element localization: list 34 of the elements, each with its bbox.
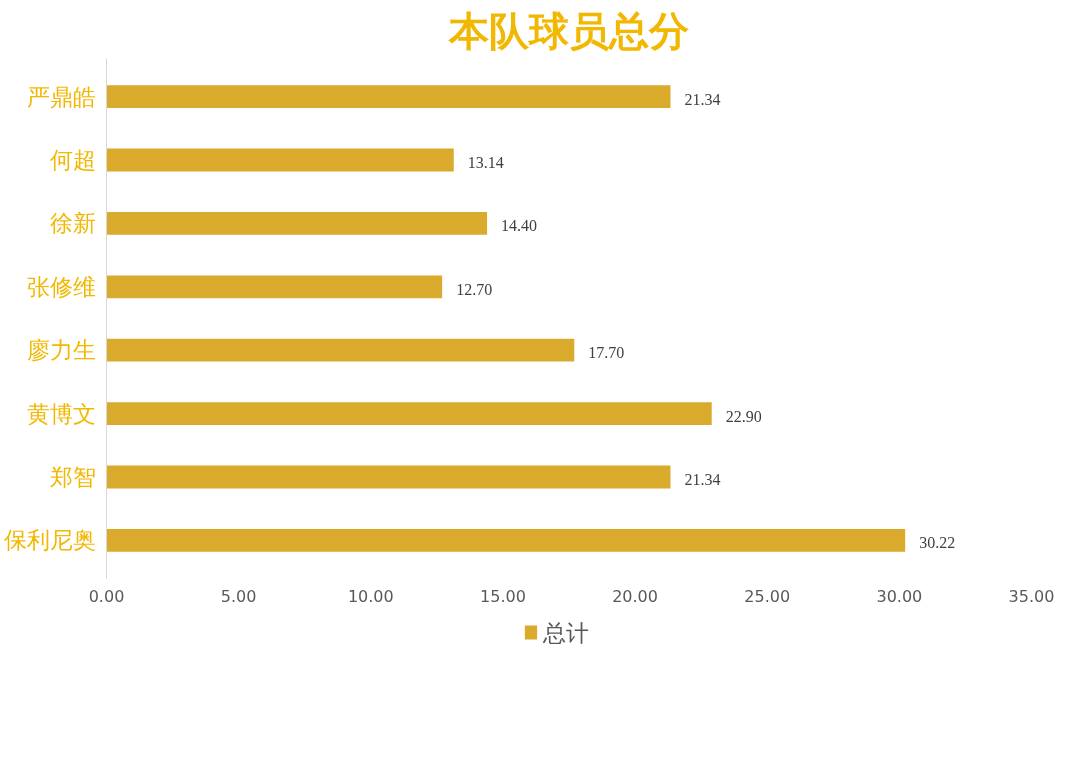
data-label: 30.22 [919,534,956,552]
y-tick-label: 严鼎皓 [26,83,96,110]
y-tick-label: 张修维 [26,273,96,300]
data-label: 13.14 [467,153,504,171]
bar [106,211,488,235]
bar [106,402,712,426]
bar [106,465,671,489]
data-label: 17.70 [588,344,625,362]
bar [106,275,443,299]
data-label: 14.40 [501,217,538,235]
x-tick-label: 35.00 [1008,586,1055,606]
x-tick-label: 25.00 [744,586,791,606]
legend-label: 总计 [542,619,590,646]
bar [106,338,575,362]
bar [106,529,906,552]
x-tick-label: 20.00 [612,586,658,606]
data-label: 21.34 [684,90,721,108]
y-tick-label: 徐新 [49,210,96,237]
data-label: 12.70 [456,280,493,298]
data-label: 21.34 [684,471,721,489]
bar [106,148,454,172]
x-tick-label: 5.00 [220,586,257,606]
x-tick-label: 10.00 [347,586,394,606]
y-tick-label: 廖力生 [26,337,96,364]
x-tick-label: 0.00 [88,586,125,606]
y-tick-label: 黄博文 [26,400,96,427]
y-tick-label: 保利尼奥 [3,527,96,554]
y-tick-label: 何超 [49,146,96,173]
x-tick-label: 15.00 [480,586,526,606]
x-tick-label: 30.00 [876,586,923,606]
y-tick-label: 郑智 [49,464,96,491]
data-label: 22.90 [725,407,762,425]
bar [106,85,671,108]
chart-title: 本队球员总分 [448,7,689,54]
